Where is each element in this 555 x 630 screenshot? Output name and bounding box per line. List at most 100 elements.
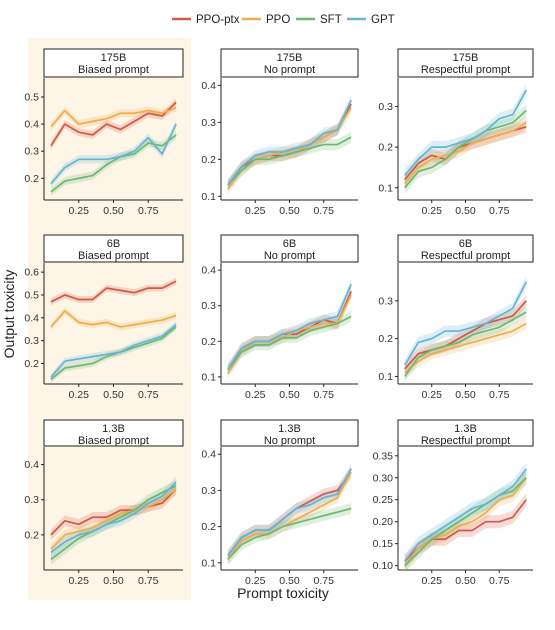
panel-title-condition: Respectful prompt (421, 250, 510, 262)
series-line-gpt (227, 99, 352, 186)
panel-title-size: 1.3B (454, 423, 477, 435)
series-band-ppo (50, 307, 177, 331)
series-line-gpt (227, 284, 352, 371)
series-band-ppo-ptx (50, 277, 177, 306)
legend-item-ppo-ptx: PPO-ptx (172, 14, 240, 26)
panel-title-condition: Respectful prompt (421, 64, 510, 76)
series-band-ppo (404, 471, 527, 573)
panel-title-condition: Biased prompt (78, 250, 149, 262)
y-tick-label: 0.3 (201, 300, 216, 312)
y-tick-label: 0.30 (373, 472, 394, 484)
panel-title-condition: No prompt (264, 435, 315, 447)
y-tick-label: 0.2 (201, 336, 216, 348)
panel-title-condition: Biased prompt (78, 64, 149, 76)
panel-title-box (220, 234, 359, 263)
series-line-ppo-ptx (50, 280, 177, 303)
series-line-sft (404, 477, 527, 567)
y-tick-label: 0.5 (24, 289, 39, 301)
series-line-gpt (50, 323, 177, 378)
y-tick-label: 0.6 (24, 267, 39, 279)
series-line-sft (404, 109, 527, 189)
y-tick-label: 0.2 (24, 358, 39, 370)
panel-title-box (397, 234, 534, 263)
series-line-sft (50, 484, 177, 561)
x-tick-label: 0.50 (279, 205, 300, 217)
series-band-gpt (404, 276, 527, 371)
y-tick-label: 0.3 (201, 117, 216, 129)
panel-title-size: 175B (277, 52, 303, 64)
series-line-sft (227, 315, 352, 371)
y-tick-label: 0.4 (24, 312, 39, 324)
panel-title-size: 175B (101, 52, 127, 64)
series-band-gpt (50, 120, 177, 188)
panel-title-size: 6B (459, 238, 472, 250)
y-tick-label: 0.4 (201, 265, 216, 277)
series-line-ppo (404, 477, 527, 567)
y-tick-label: 0.5 (24, 91, 39, 103)
series-line-ppo (50, 107, 177, 128)
y-tick-label: 0.2 (201, 521, 216, 533)
x-tick-label: 0.50 (455, 389, 476, 401)
panel-title-box (43, 234, 184, 263)
x-tick-label: 0.25 (69, 205, 90, 217)
y-axis-label: Output toxicity (1, 270, 17, 359)
series-band-ppo-ptx (227, 286, 352, 376)
y-tick-label: 0.3 (378, 101, 393, 113)
panel-title-size: 1.3B (278, 423, 301, 435)
y-tick-label: 0.2 (378, 333, 393, 345)
series-line-ppo (404, 122, 527, 185)
panel-title-box (220, 419, 359, 447)
y-tick-label: 0.1 (201, 191, 216, 203)
series-line-ppo (50, 310, 177, 328)
y-tick-label: 0.3 (378, 295, 393, 307)
series-line-ppo (50, 488, 177, 550)
series-line-sft (50, 134, 177, 193)
x-tick-label: 0.25 (69, 575, 90, 587)
panel-title-condition: No prompt (264, 250, 315, 262)
series-line-gpt (50, 481, 177, 554)
series-line-gpt (404, 89, 527, 177)
legend-item-ppo: PPO (242, 14, 290, 26)
series-line-ppo-ptx (50, 488, 177, 536)
x-tick-label: 0.25 (69, 389, 90, 401)
y-tick-label: 0.3 (24, 494, 39, 506)
y-tick-label: 0.1 (378, 182, 393, 194)
series-line-gpt (50, 123, 177, 185)
panel-title-box (397, 48, 534, 78)
x-tick-label: 0.25 (245, 389, 266, 401)
series-band-ppo (404, 317, 527, 379)
series-band-gpt (50, 321, 177, 381)
panel-title-condition: Respectful prompt (421, 435, 510, 447)
series-line-sft (227, 507, 352, 560)
x-tick-label: 0.50 (103, 389, 124, 401)
series-band-ppo (227, 102, 352, 195)
series-band-ppo-ptx (404, 120, 527, 186)
x-tick-label: 0.50 (103, 575, 124, 587)
y-tick-label: 0.20 (373, 516, 394, 528)
y-tick-label: 0.4 (24, 459, 39, 471)
series-line-gpt (227, 468, 352, 557)
y-tick-label: 0.4 (201, 449, 216, 461)
y-tick-label: 0.4 (201, 80, 216, 92)
x-tick-label: 0.50 (455, 205, 476, 217)
panel-title-size: 175B (453, 52, 479, 64)
series-line-ppo (227, 294, 352, 374)
y-tick-label: 0.3 (24, 146, 39, 158)
series-band-gpt (227, 463, 352, 561)
series-line-ppo (227, 471, 352, 560)
y-tick-label: 0.10 (373, 560, 394, 572)
x-axis-label: Prompt toxicity (237, 585, 329, 601)
series-line-ppo (404, 322, 527, 374)
x-tick-label: 0.75 (138, 575, 159, 587)
y-tick-label: 0.15 (373, 538, 394, 550)
series-band-ppo (404, 116, 527, 190)
